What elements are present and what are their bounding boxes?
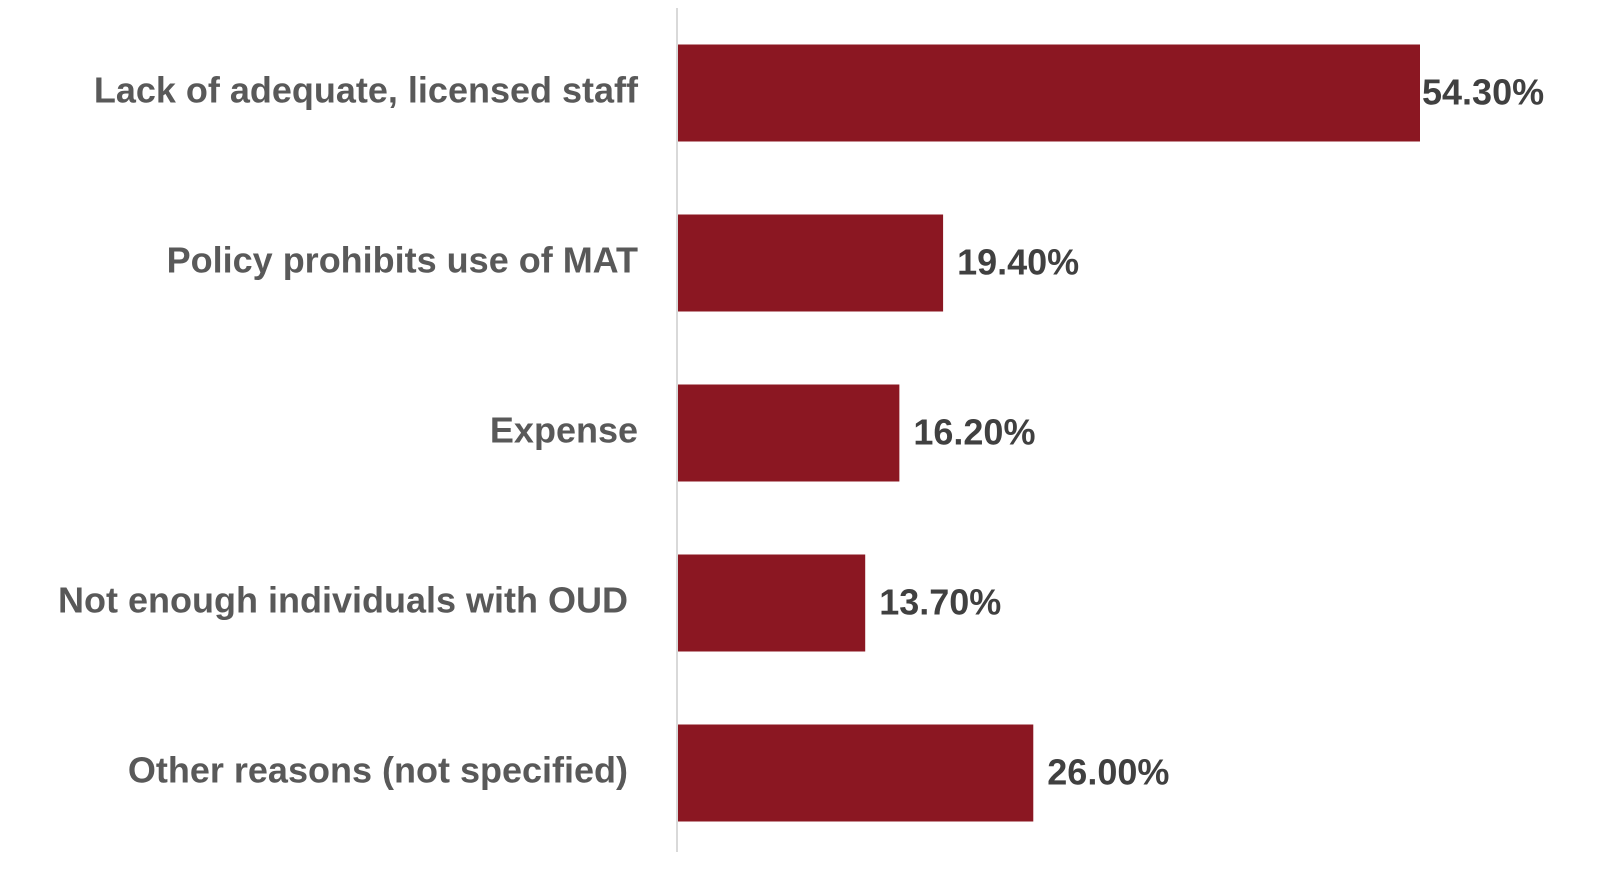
value-label: 54.30%: [1422, 72, 1544, 113]
category-label: Not enough individuals with OUD: [58, 580, 628, 621]
bar: [678, 554, 866, 652]
category-label: Expense: [490, 410, 638, 451]
category-label: Policy prohibits use of MAT: [167, 240, 638, 281]
category-label: Other reasons (not specified): [128, 750, 628, 791]
category-label: Lack of adequate, licensed staff: [94, 70, 639, 111]
bar: [678, 44, 1420, 142]
bar: [678, 214, 944, 312]
value-label: 26.00%: [1047, 752, 1169, 793]
value-label: 19.40%: [957, 242, 1079, 283]
value-label: 13.70%: [879, 582, 1001, 623]
value-label: 16.20%: [913, 412, 1035, 453]
bar: [678, 724, 1034, 822]
bar: [678, 384, 900, 482]
